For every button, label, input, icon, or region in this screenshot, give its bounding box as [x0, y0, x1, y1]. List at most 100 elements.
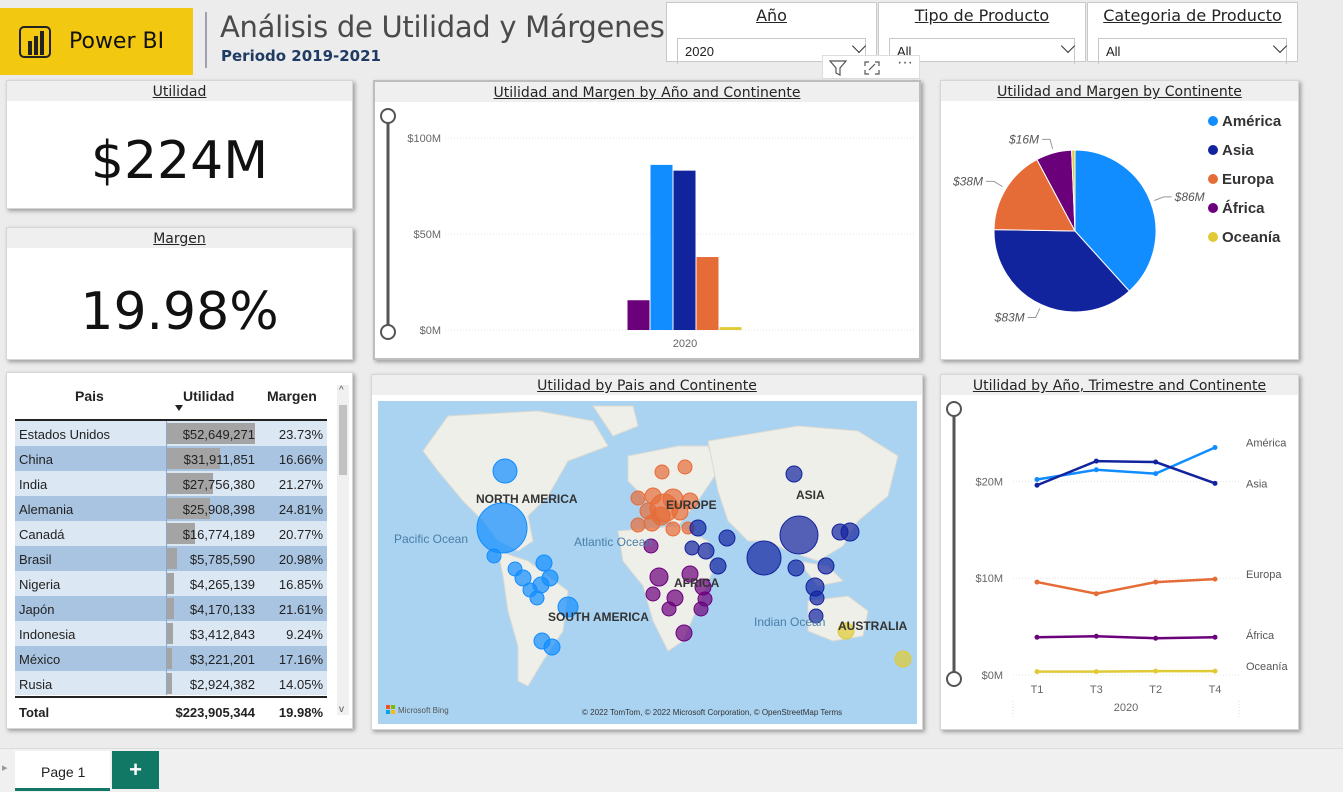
slicer-categoria-producto[interactable]: Categoria de Producto All	[1087, 2, 1298, 62]
map-bubble-44[interactable]	[650, 568, 668, 586]
map-attribution[interactable]: © 2022 TomTom, © 2022 Microsoft Corporat…	[582, 708, 842, 717]
map-bubble-27[interactable]	[786, 466, 802, 482]
map-bubble-53[interactable]	[895, 651, 911, 667]
line-point[interactable]	[1213, 445, 1218, 450]
legend-item[interactable]: África	[1222, 200, 1265, 217]
line-point[interactable]	[1094, 669, 1099, 674]
map-bubble-36[interactable]	[818, 558, 834, 574]
line-point[interactable]	[1094, 591, 1099, 596]
line-point[interactable]	[1094, 467, 1099, 472]
focus-mode-icon[interactable]	[863, 60, 881, 76]
map-bubble-15[interactable]	[631, 491, 645, 505]
sort-descending-icon[interactable]	[175, 405, 183, 411]
tab-page-1[interactable]: Page 1	[15, 751, 110, 791]
map-bubble-28[interactable]	[690, 520, 706, 536]
cell-margen: 16.85%	[279, 577, 323, 592]
world-map[interactable]: NORTH AMERICA SOUTH AMERICA EUROPE AFRIC…	[378, 401, 917, 724]
map-bubble-35[interactable]	[788, 560, 804, 576]
map-bubble-29[interactable]	[780, 516, 818, 554]
tab-scroll-left-icon[interactable]: ▸	[2, 761, 8, 774]
line-point[interactable]	[1035, 477, 1040, 482]
total-label: Total	[19, 705, 49, 720]
map-bubble-30[interactable]	[747, 541, 781, 575]
legend-item[interactable]: Oceanía	[1222, 229, 1281, 246]
slicer-categoria-dropdown[interactable]: All	[1098, 38, 1287, 64]
line-series-2[interactable]	[1037, 579, 1215, 594]
line-point[interactable]	[1213, 669, 1218, 674]
map-bubble-34[interactable]	[710, 558, 726, 574]
line-series-1[interactable]	[1037, 461, 1215, 485]
map-bubble-12[interactable]	[544, 639, 560, 655]
line-point[interactable]	[1213, 577, 1218, 582]
map-bubble-40[interactable]	[810, 591, 824, 605]
line-point[interactable]	[1213, 481, 1218, 486]
line-point[interactable]	[1035, 669, 1040, 674]
map-bubble-14[interactable]	[678, 460, 692, 474]
map-bubble-32[interactable]	[698, 543, 714, 559]
filter-icon[interactable]	[829, 60, 847, 76]
bar-2[interactable]	[674, 171, 696, 330]
range-slider-handle-bottom[interactable]	[381, 325, 395, 339]
slicer-tipo-producto[interactable]: Tipo de Producto All	[878, 2, 1086, 62]
line-point[interactable]	[1153, 669, 1158, 674]
scroll-up-icon[interactable]: ^	[339, 385, 344, 396]
bar-4[interactable]	[720, 327, 742, 330]
bar-0[interactable]	[628, 300, 650, 330]
column-header-margen[interactable]: Margen	[267, 388, 317, 404]
map-bubble-48[interactable]	[694, 602, 708, 616]
map-bubble-51[interactable]	[646, 587, 660, 601]
map-bubble-33[interactable]	[685, 541, 699, 555]
map-bubble-0[interactable]	[493, 459, 517, 483]
more-options-icon[interactable]: ···	[897, 54, 913, 72]
line-point[interactable]	[1153, 580, 1158, 585]
scroll-down-icon[interactable]: v	[339, 704, 344, 715]
map-bubble-13[interactable]	[655, 465, 669, 479]
line-point[interactable]	[1153, 636, 1158, 641]
legend-item[interactable]: Asia	[1222, 142, 1254, 159]
map-bubble-9[interactable]	[530, 591, 544, 605]
legend-item[interactable]: América	[1222, 113, 1282, 130]
map-bubble-50[interactable]	[662, 602, 676, 616]
line-point[interactable]	[1035, 483, 1040, 488]
map-bubble-3[interactable]	[536, 555, 552, 571]
map-bubble-1[interactable]	[477, 503, 527, 553]
line-point[interactable]	[1153, 471, 1158, 476]
line-point[interactable]	[1094, 634, 1099, 639]
map-bubble-49[interactable]	[676, 625, 692, 641]
column-header-utilidad[interactable]: Utilidad	[183, 388, 234, 404]
map-bubble-31[interactable]	[719, 530, 735, 546]
line-point[interactable]	[1035, 580, 1040, 585]
scrollbar-thumb[interactable]	[339, 405, 347, 475]
map-bubble-26[interactable]	[640, 503, 656, 519]
line-series-3[interactable]	[1037, 636, 1215, 638]
line-point[interactable]	[1094, 459, 1099, 464]
legend-item[interactable]: Europa	[1222, 171, 1274, 188]
bar-1[interactable]	[651, 165, 673, 330]
add-page-button[interactable]: +	[112, 751, 159, 789]
range-slider-handle-bottom[interactable]	[947, 672, 961, 686]
bar-3[interactable]	[697, 257, 719, 330]
slicer-anio[interactable]: Año 2020	[666, 2, 877, 62]
map-bubble-23[interactable]	[666, 522, 680, 536]
table-scrollbar[interactable]: ^ v	[337, 385, 349, 715]
line-point[interactable]	[1153, 460, 1158, 465]
map-bubble-2[interactable]	[487, 549, 501, 563]
range-slider-handle-top[interactable]	[381, 109, 395, 123]
range-slider-handle-top[interactable]	[947, 402, 961, 416]
line-point[interactable]	[1035, 635, 1040, 640]
map-bubble-21[interactable]	[631, 518, 645, 532]
line-point[interactable]	[1213, 635, 1218, 640]
map-bubble-38[interactable]	[841, 523, 859, 541]
column-header-pais[interactable]: Pais	[75, 388, 104, 404]
